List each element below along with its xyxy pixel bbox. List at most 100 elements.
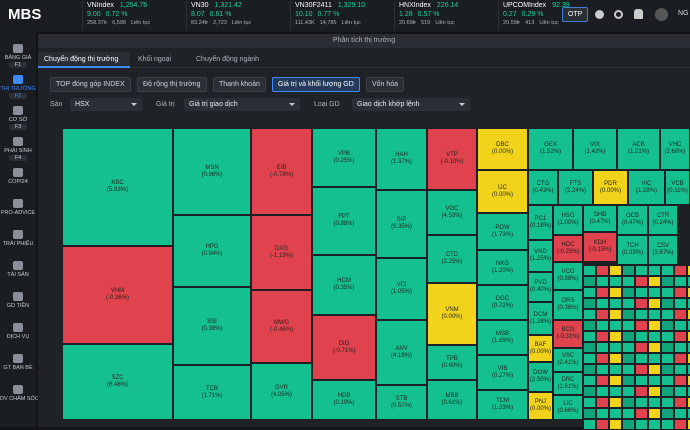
treemap-cell[interactable]: DGW (2.50%) <box>528 362 553 392</box>
treemap-cell[interactable]: FTS (2.24%) <box>558 170 593 205</box>
treemap-cell[interactable]: NKG (1.20%) <box>477 250 528 285</box>
treemap-cell[interactable]: CTG (0.43%) <box>528 170 558 205</box>
treemap-cell[interactable]: HCM (0.35%) <box>312 255 376 315</box>
treemap-cell[interactable]: HPG (0.94%) <box>173 215 251 287</box>
treemap-cell[interactable]: DCM (1.38%) <box>528 302 553 335</box>
treemap-cell[interactable]: GVR (4.05%) <box>251 363 312 420</box>
treemap-cell[interactable]: CSV (2.67%) <box>648 235 678 265</box>
cell-change: (2.24%) <box>564 187 586 194</box>
treemap-cell[interactable]: DGC (0.72%) <box>477 285 528 320</box>
filter-button[interactable]: Giá trị và khối lượng GD <box>272 77 360 92</box>
dropdown[interactable]: Giao dịch khớp lệnh <box>352 98 470 111</box>
avatar[interactable] <box>655 8 668 21</box>
sidebar-item[interactable]: TRÁI PHIẾU <box>0 230 36 247</box>
treemap-cell[interactable]: IJC (0.00%) <box>477 170 528 213</box>
treemap-cell[interactable]: PVD (0.40%) <box>528 272 553 302</box>
treemap-cell[interactable]: KDH (-0.15%) <box>583 232 617 262</box>
treemap-cell[interactable]: TCB (1.71%) <box>173 365 251 420</box>
treemap-cell[interactable]: HAH (1.37%) <box>376 128 427 190</box>
tab[interactable]: Chuyển động thị trường <box>38 52 130 68</box>
treemap-cell[interactable]: SZC (6.48%) <box>62 344 173 420</box>
treemap-cell[interactable]: EIB (-0.78%) <box>251 128 312 215</box>
support-icon[interactable] <box>614 10 623 19</box>
treemap-cell[interactable]: VGC (4.50%) <box>427 190 477 235</box>
treemap-cell[interactable]: VIC (1.28%) <box>628 170 665 205</box>
filter-button[interactable]: Độ rộng thị trường <box>137 77 207 92</box>
mosaic-tile <box>661 320 674 331</box>
treemap-cell[interactable]: PC1 (0.18%) <box>528 205 553 240</box>
treemap-cell[interactable]: SSI (0.38%) <box>173 287 251 365</box>
mosaic-tile <box>583 386 596 397</box>
treemap-cell[interactable]: DBC (0.00%) <box>477 128 528 170</box>
treemap-cell[interactable]: VIX (1.42%) <box>573 128 617 170</box>
tab[interactable]: Khối ngoại <box>138 56 172 63</box>
treemap-cell[interactable]: HSG (1.00%) <box>553 205 583 235</box>
sidebar-item[interactable]: CƠ SỞ F3 <box>0 106 36 130</box>
treemap-cell[interactable]: SIP (6.35%) <box>376 190 427 258</box>
treemap-cell[interactable]: VHM (-0.36%) <box>62 246 173 344</box>
treemap-cell[interactable]: PNJ (0.00%) <box>528 392 553 420</box>
treemap-cell[interactable]: VND (1.25%) <box>528 240 553 272</box>
treemap-cell[interactable]: ACB (1.01%) <box>617 128 660 170</box>
sidebar-item[interactable]: PRO-ADVICE <box>0 199 36 216</box>
treemap-cell[interactable]: LIC (0.66%) <box>553 395 583 420</box>
treemap-cell[interactable]: TPB (0.60%) <box>427 345 477 380</box>
treemap-cell[interactable]: TCH (0.33%) <box>617 235 648 265</box>
treemap-cell[interactable]: VCB (0.11%) <box>665 170 690 205</box>
treemap-cell[interactable]: DIG (-0.71%) <box>312 315 376 380</box>
treemap-cell[interactable]: CTR (0.24%) <box>648 205 678 235</box>
sidebar-item[interactable]: DỊCH VỤ <box>0 323 36 340</box>
treemap-cell[interactable]: OCB (0.47%) <box>617 205 648 235</box>
treemap-cell[interactable]: KBC (5.93%) <box>62 128 173 246</box>
treemap-cell[interactable]: ORS (0.36%) <box>553 290 583 320</box>
treemap-cell[interactable]: MSB (1.69%) <box>477 320 528 355</box>
sidebar-item[interactable]: BẢNG GIÁ F1 <box>0 44 36 68</box>
otp-button[interactable]: OTP <box>562 7 589 22</box>
treemap-cell[interactable]: MBB (0.61%) <box>427 380 477 420</box>
sidebar-item[interactable]: TÀI SẢN <box>0 261 36 278</box>
sidebar-item[interactable]: GT BẠN BÈ <box>0 354 36 371</box>
sidebar-item[interactable]: GD TIỀN <box>0 292 36 309</box>
treemap-cell[interactable]: VSC (2.41%) <box>553 348 583 372</box>
treemap-cell[interactable]: VCG (0.88%) <box>553 262 583 290</box>
treemap-cell[interactable]: TCM (1.33%) <box>477 390 528 420</box>
treemap-cell[interactable]: BAF (0.00%) <box>528 335 553 362</box>
sidebar-item[interactable]: COPI24 <box>0 168 36 185</box>
mosaic-tile <box>661 309 674 320</box>
tab[interactable]: Chuyển động ngành <box>196 56 260 63</box>
treemap-cell[interactable]: DXG (-1.19%) <box>251 215 312 290</box>
cell-change: (0.88%) <box>557 276 579 282</box>
treemap-cell[interactable]: HDB (0.19%) <box>312 380 376 420</box>
bell-icon[interactable] <box>634 9 643 19</box>
treemap-cell[interactable]: PDR (0.00%) <box>593 170 628 205</box>
treemap-cell[interactable]: VNM (0.00%) <box>427 283 477 345</box>
treemap-cell[interactable]: VTP (-0.10%) <box>427 128 477 190</box>
treemap-cell[interactable]: MSN (0.96%) <box>173 128 251 215</box>
dropdown[interactable]: Giá trị giao dịch <box>184 98 300 111</box>
treemap-cell[interactable]: BCG (-0.31%) <box>553 320 583 348</box>
sidebar-item[interactable]: PHÁI SINH F4 <box>0 137 36 161</box>
treemap-cell[interactable]: VIB (0.27%) <box>477 355 528 390</box>
filter-button[interactable]: Vốn hóa <box>366 77 405 92</box>
sidebar-item[interactable]: THỊ TRƯỜNG F2 <box>0 75 36 99</box>
filter-button[interactable]: Thanh khoản <box>213 77 266 92</box>
treemap-cell[interactable]: HDC (-0.25%) <box>553 235 583 262</box>
treemap-cell[interactable]: POW (1.73%) <box>477 213 528 250</box>
mosaic-tile <box>674 265 687 276</box>
sidebar-item[interactable]: DV CHĂM SÓC <box>0 385 39 402</box>
treemap-cell[interactable]: CTD (2.25%) <box>427 235 477 283</box>
treemap-cell[interactable]: GEX (1.52%) <box>528 128 573 170</box>
treemap-cell[interactable]: VHC (2.68%) <box>660 128 690 170</box>
treemap-cell[interactable]: MWG (-0.46%) <box>251 290 312 363</box>
filter-button[interactable]: TOP đóng góp INDEX <box>50 77 131 92</box>
treemap-cell[interactable]: SHB (0.47%) <box>583 205 617 232</box>
treemap-cell[interactable]: ANV (4.19%) <box>376 320 427 385</box>
dropdown[interactable]: HSX <box>70 98 142 111</box>
treemap-cell[interactable]: VCI (1.05%) <box>376 258 427 320</box>
treemap-cell[interactable]: VPB (0.25%) <box>312 128 376 187</box>
treemap-cell[interactable]: DRC (1.61%) <box>553 372 583 395</box>
theme-icon[interactable] <box>595 10 604 19</box>
treemap-cell[interactable]: FPT (0.98%) <box>312 187 376 255</box>
treemap-cell[interactable]: STB (0.57%) <box>376 385 427 420</box>
mosaic-tile <box>596 342 609 353</box>
